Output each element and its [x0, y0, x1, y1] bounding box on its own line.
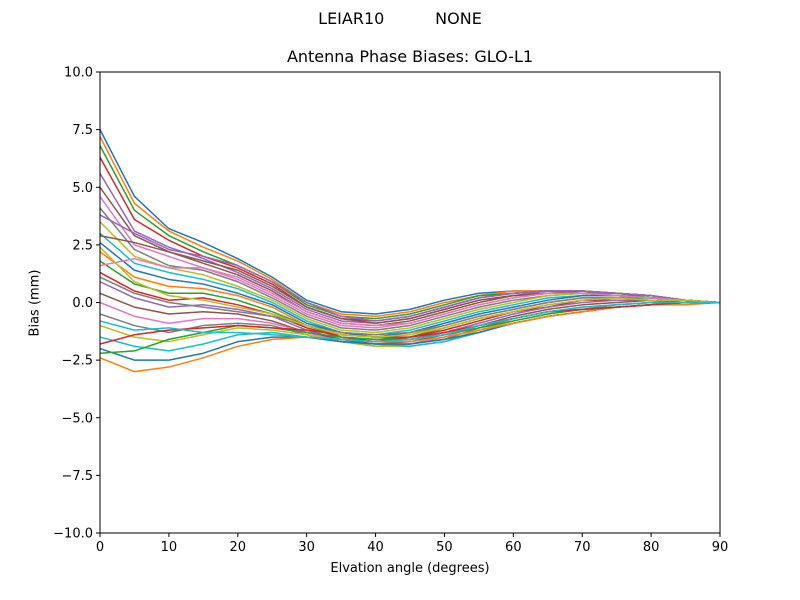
series-lines: [99, 129, 721, 373]
x-tick-label: 10: [161, 540, 178, 555]
y-tick-label: 7.5: [72, 123, 93, 138]
figure-suptitle: LEIAR10 NONE: [318, 9, 482, 28]
x-axis-label: Elvation angle (degrees): [330, 561, 490, 576]
x-tick-label: 20: [230, 540, 247, 555]
x-tick-label: 30: [298, 540, 315, 555]
series-line-7: [99, 196, 721, 329]
chart-title: Antenna Phase Biases: GLO-L1: [286, 47, 534, 66]
y-tick-label: −2.5: [61, 354, 93, 369]
series-line-2: [99, 136, 721, 318]
series-line-29: [99, 246, 721, 338]
x-tick-label: 0: [96, 540, 104, 555]
x-tick-label: 60: [505, 540, 522, 555]
y-tick-label: 2.5: [72, 238, 93, 253]
y-tick-label: −7.5: [61, 469, 93, 484]
x-tick-label: 50: [436, 540, 453, 555]
y-tick-label: 5.0: [72, 181, 93, 196]
axes: 0 10 20 30 40 50 60 70 80 90 −10.0 −7.5 −5.0 −2.5 0.0 2…: [53, 66, 728, 556]
x-tick-label: 80: [643, 540, 660, 555]
series-line-27: [99, 257, 721, 327]
y-tick-label: −10.0: [53, 527, 93, 542]
y-tick-label: 10.0: [64, 66, 93, 81]
x-tick-label: 40: [367, 540, 384, 555]
series-line-25: [99, 214, 721, 322]
y-tick-label: −5.0: [61, 411, 93, 426]
x-tick-label: 70: [574, 540, 591, 555]
y-axis-label: Bias (mm): [27, 269, 43, 337]
series-line-1: [99, 129, 721, 315]
series-line-30: [99, 301, 720, 343]
y-tick-label: 0.0: [72, 296, 93, 311]
series-line-24: [99, 301, 720, 345]
x-tick-label: 90: [712, 540, 729, 555]
